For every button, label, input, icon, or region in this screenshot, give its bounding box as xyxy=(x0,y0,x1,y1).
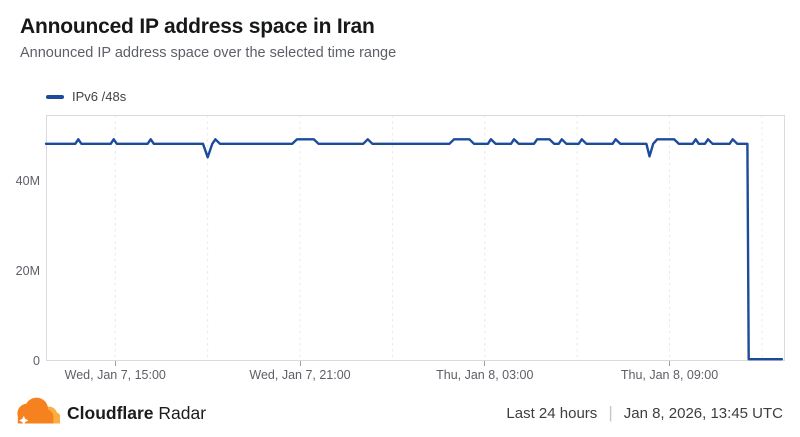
page-subtitle: Announced IP address space over the sele… xyxy=(20,45,397,61)
x-axis-label: Wed, Jan 7, 15:00 xyxy=(64,368,166,382)
cloudflare-logo-icon xyxy=(14,395,60,431)
brand: Cloudflare Radar xyxy=(14,395,206,431)
time-range-label: Last 24 hours xyxy=(506,404,598,422)
y-axis-label: 40M xyxy=(15,174,40,189)
legend-line-swatch xyxy=(46,94,64,99)
brand-text: Cloudflare Radar xyxy=(67,403,206,424)
x-axis-tick xyxy=(669,361,671,366)
meta-separator: | xyxy=(608,403,613,422)
x-axis-label: Thu, Jan 8, 03:00 xyxy=(436,368,534,382)
y-axis-label: 0 xyxy=(33,354,40,368)
legend-label: IPv6 /48s xyxy=(72,89,127,104)
y-axis-label: 20M xyxy=(15,264,40,279)
footer-meta: Last 24 hours | Jan 8, 2026, 13:45 UTC xyxy=(506,403,783,423)
brand-cloudflare: Cloudflare xyxy=(67,402,154,423)
x-axis-tick xyxy=(484,361,486,366)
x-axis-tick xyxy=(299,361,301,366)
footer: Cloudflare Radar Last 24 hours | Jan 8, … xyxy=(0,393,800,433)
plot-border xyxy=(46,115,785,361)
x-axis-label: Wed, Jan 7, 21:00 xyxy=(249,368,351,382)
x-axis-label: Thu, Jan 8, 09:00 xyxy=(620,368,719,382)
x-axis-tick xyxy=(114,361,116,366)
timestamp-label: Jan 8, 2026, 13:45 UTC xyxy=(623,404,783,422)
series-line-ipv6-48s[interactable] xyxy=(44,138,784,361)
brand-radar: Radar xyxy=(158,402,207,423)
chart-legend[interactable]: IPv6 /48s xyxy=(46,89,126,104)
page-title: Announced IP address space in Iran xyxy=(20,15,375,38)
line-chart[interactable]: 0 20M 40M Wed, Jan 7, 15:00 Wed, Jan 7, 21:0… xyxy=(16,115,785,382)
plot-area[interactable] xyxy=(44,115,785,361)
